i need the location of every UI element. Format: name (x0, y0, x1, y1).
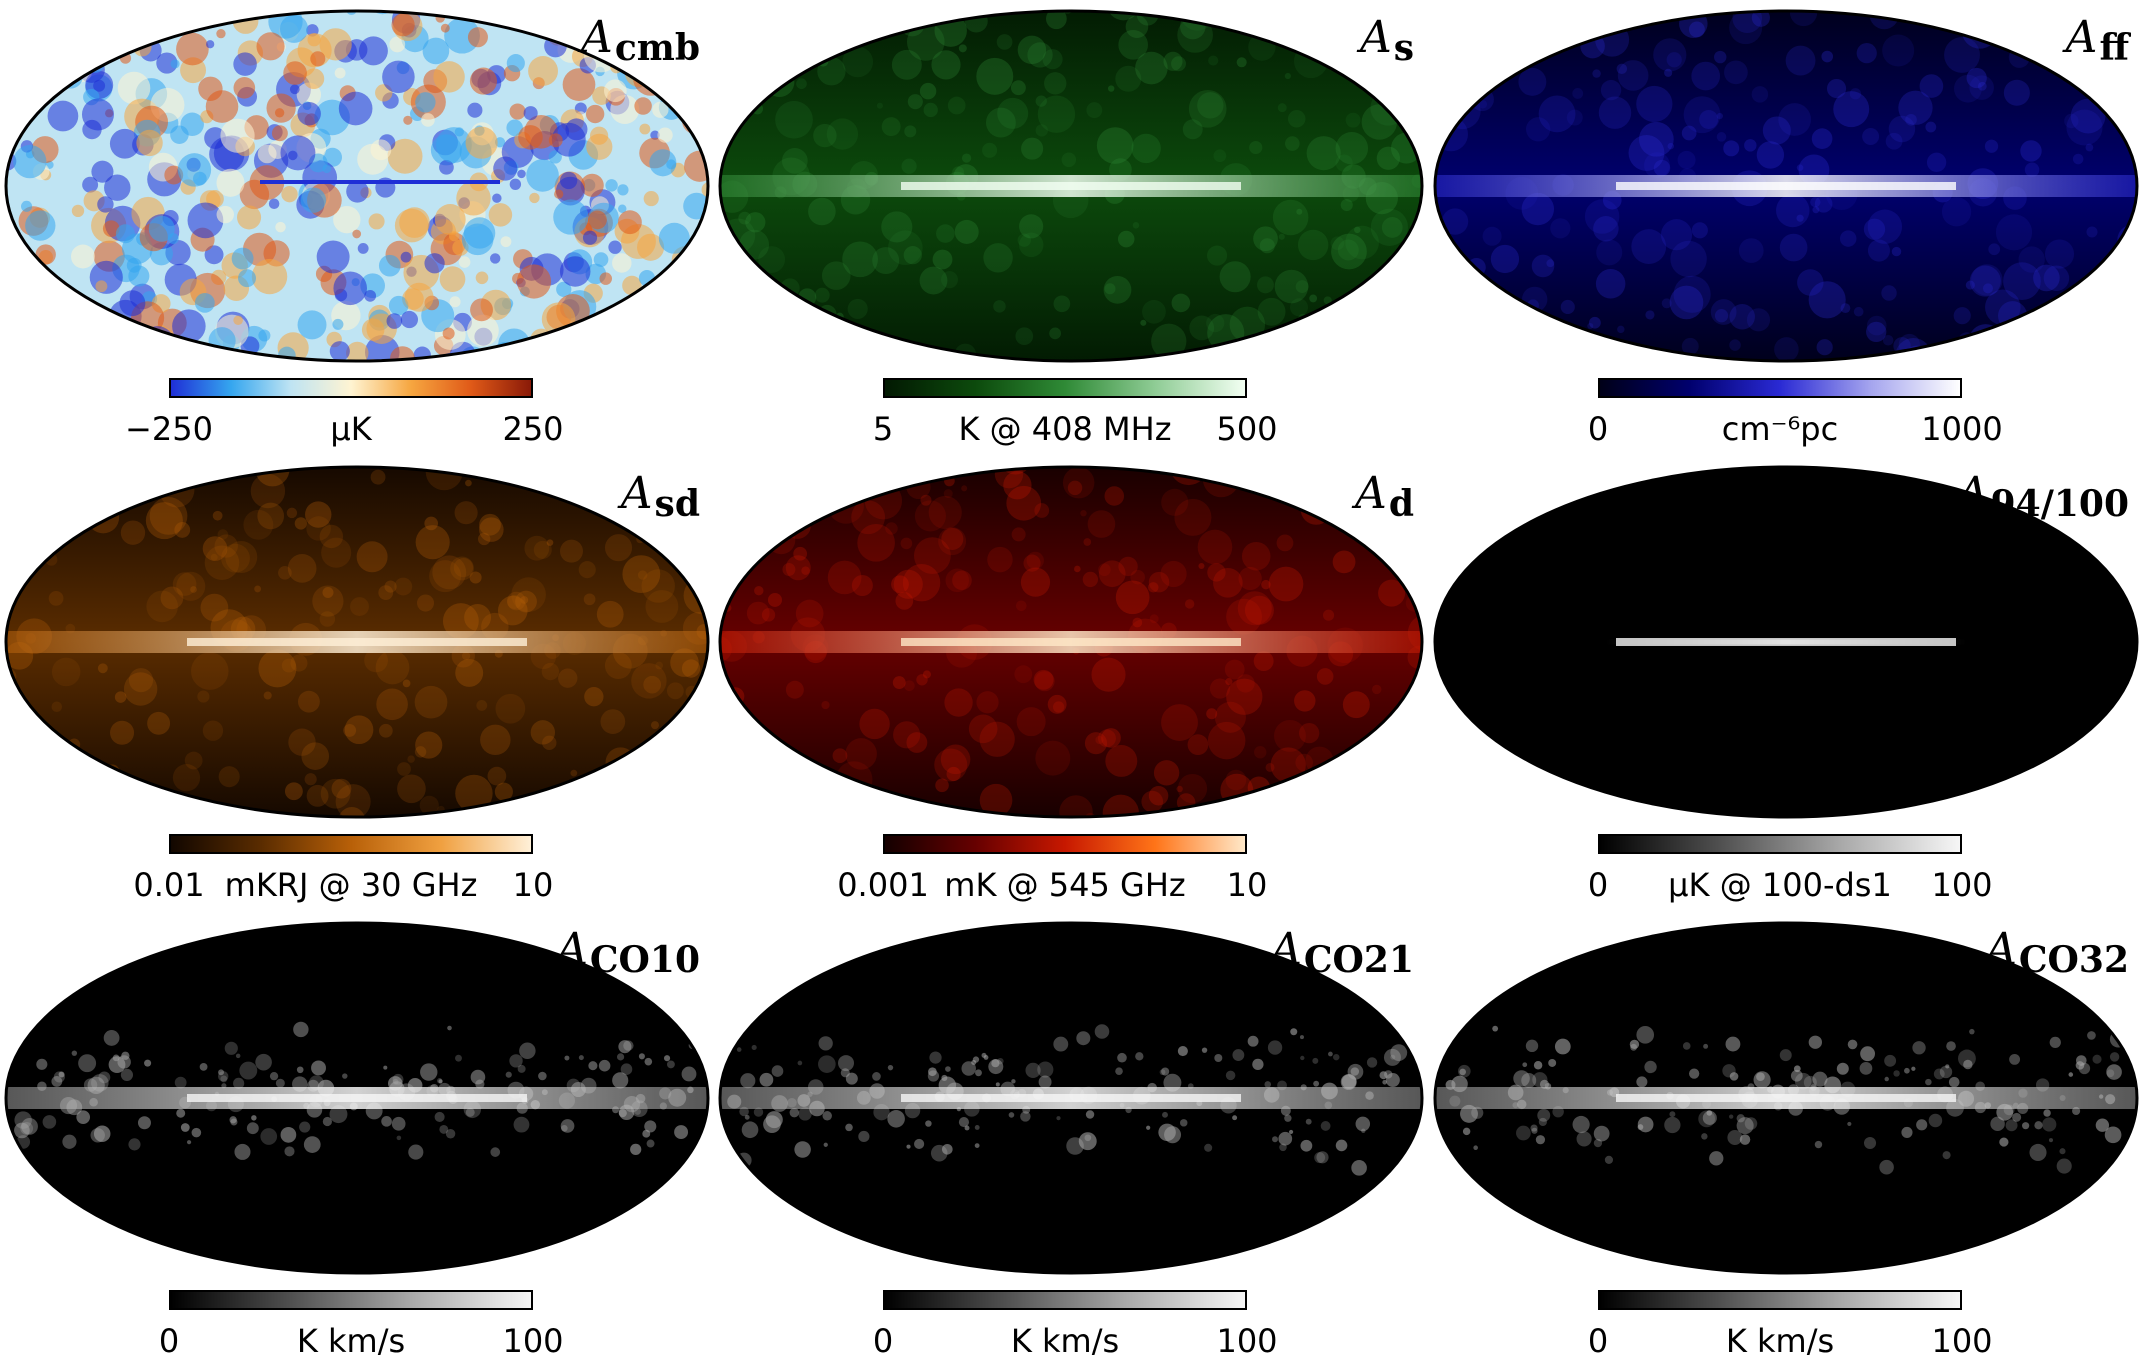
panel-title-symbol: A (1359, 12, 1392, 63)
colorbar-min-label: 0 (1587, 410, 1609, 448)
panel-title-symbol: A (2065, 12, 2098, 63)
colorbar (883, 378, 1247, 398)
colorbar-min-label: −250 (125, 410, 213, 448)
map-panel: Asd 0.01 mKRJ @ 30 GHz 10 (0, 456, 714, 912)
colorbar (169, 378, 533, 398)
colorbar-min-label: 0 (1587, 1322, 1609, 1360)
panel-title: ACO10 (556, 924, 700, 981)
colorbar-unit-label: cm⁻⁶pc (1721, 410, 1839, 448)
panel-title-subscript: CO32 (2018, 939, 2129, 981)
map-panel: As 5 K @ 408 MHz 500 (714, 0, 1428, 456)
panel-title-subscript: s (1393, 27, 1414, 69)
panel-title-subscript: sd (654, 483, 700, 525)
colorbar-max-label: 100 (1216, 1322, 1278, 1360)
mollweide-map (1433, 921, 2139, 1275)
colorbar-unit-label: mKRJ @ 30 GHz (224, 866, 478, 904)
panel-title: Aff (2066, 12, 2129, 69)
map-panel: ACO10 0 K km/s 100 (0, 912, 714, 1368)
panel-title-subscript: CO10 (589, 939, 700, 981)
panel-title-symbol: A (1985, 924, 2017, 975)
panel-title: As (1360, 12, 1414, 69)
panel-title: ACO32 (1985, 924, 2129, 981)
panel-title: ACO21 (1270, 924, 1414, 981)
colorbar-min-label: 0 (872, 1322, 894, 1360)
panel-title-symbol: A (620, 468, 653, 519)
panel-title-subscript: d (1388, 483, 1414, 525)
colorbar-unit-label: K km/s (1725, 1322, 1835, 1360)
panel-title: Asd (621, 468, 700, 525)
panel-title-symbol: A (1270, 924, 1302, 975)
map-panel: ACO21 0 K km/s 100 (714, 912, 1428, 1368)
mollweide-map (718, 465, 1424, 819)
colorbar (883, 834, 1247, 854)
colorbar-unit-label: mK @ 545 GHz (944, 866, 1186, 904)
panel-title: A94/100 (1957, 468, 2129, 525)
colorbar-min-label: 0.01 (133, 866, 205, 904)
mollweide-map (1433, 9, 2139, 363)
colorbar-max-label: 500 (1216, 410, 1278, 448)
colorbar-max-label: 250 (502, 410, 564, 448)
colorbar (883, 1290, 1247, 1310)
colorbar-max-label: 1000 (1921, 410, 2003, 448)
colorbar-min-label: 0 (158, 1322, 180, 1360)
colorbar (169, 1290, 533, 1310)
panel-title-symbol: A (581, 12, 613, 63)
colorbar-min-label: 0.001 (837, 866, 929, 904)
panel-title-symbol: A (1956, 468, 1989, 519)
map-panel: ACO32 0 K km/s 100 (1429, 912, 2143, 1368)
mollweide-map (4, 921, 710, 1275)
colorbar-unit-label: K km/s (1010, 1322, 1120, 1360)
panel-title-subscript: CO21 (1303, 939, 1414, 981)
colorbar-min-label: 5 (872, 410, 894, 448)
mollweide-map (1433, 465, 2139, 819)
mollweide-map (718, 9, 1424, 363)
map-panel: A94/100 0 μK @ 100-ds1 100 (1429, 456, 2143, 912)
colorbar-unit-label: μK (330, 410, 372, 448)
mollweide-map (718, 921, 1424, 1275)
colorbar (1598, 1290, 1962, 1310)
colorbar (1598, 378, 1962, 398)
panel-title: Acmb (581, 12, 700, 69)
map-panel: Acmb −250 μK 250 (0, 0, 714, 456)
colorbar-max-label: 10 (512, 866, 554, 904)
mollweide-map (4, 465, 710, 819)
panel-title-symbol: A (556, 924, 588, 975)
panel-title-subscript: cmb (614, 27, 700, 69)
colorbar-unit-label: μK @ 100-ds1 (1668, 866, 1892, 904)
panel-title: Ad (1355, 468, 1414, 525)
panel-title-subscript: ff (2099, 27, 2129, 69)
mollweide-map (4, 9, 710, 363)
map-panel: Aff 0 cm⁻⁶pc 1000 (1429, 0, 2143, 456)
colorbar-max-label: 100 (1931, 1322, 1993, 1360)
colorbar-max-label: 100 (502, 1322, 564, 1360)
colorbar (1598, 834, 1962, 854)
colorbar-unit-label: K km/s (296, 1322, 406, 1360)
colorbar-max-label: 100 (1931, 866, 1993, 904)
panel-title-subscript: 94/100 (1990, 483, 2129, 525)
panel-title-symbol: A (1355, 468, 1387, 519)
colorbar-min-label: 0 (1587, 866, 1609, 904)
colorbar (169, 834, 533, 854)
colorbar-unit-label: K @ 408 MHz (958, 410, 1172, 448)
map-panel: Ad 0.001 mK @ 545 GHz 10 (714, 456, 1428, 912)
colorbar-max-label: 10 (1226, 866, 1268, 904)
